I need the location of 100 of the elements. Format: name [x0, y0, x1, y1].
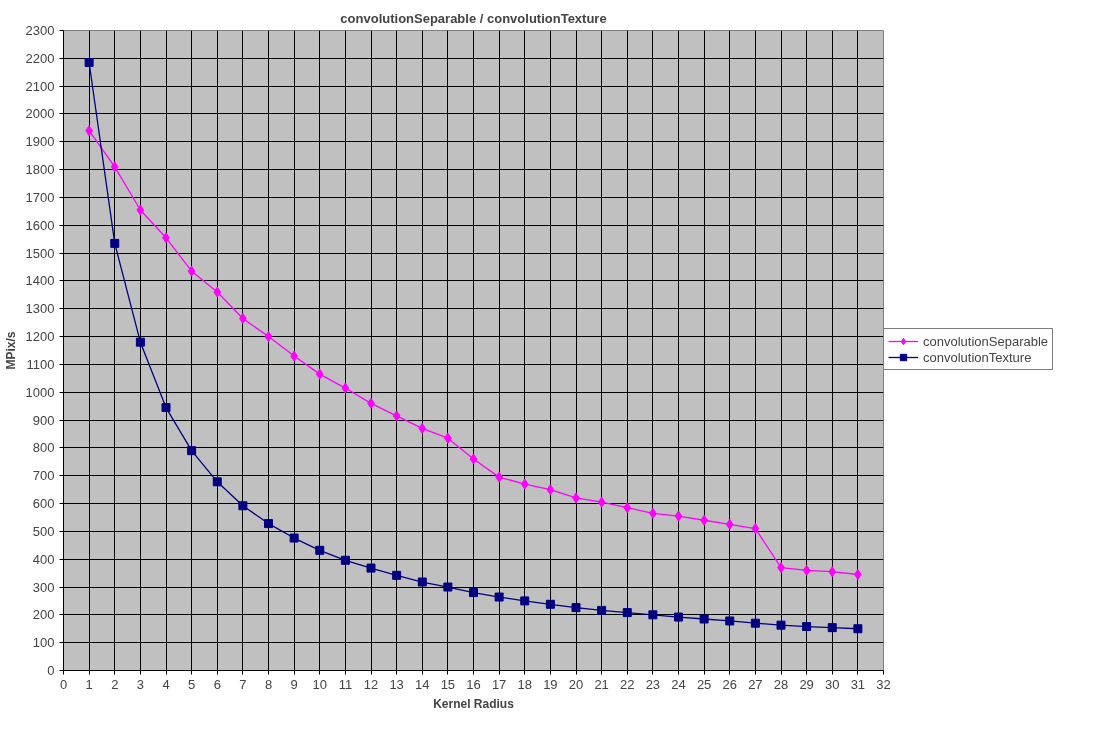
y-tick-label: 400 [32, 551, 55, 567]
x-tick-label: 31 [850, 676, 866, 692]
y-tick-label: 700 [32, 468, 55, 484]
y-tick-label: 1900 [25, 134, 55, 150]
point [751, 523, 760, 535]
x-axis-title: Kernel Radius [433, 696, 515, 711]
point [520, 478, 529, 490]
point [110, 161, 119, 173]
y-tick-label: 1200 [25, 329, 55, 345]
x-tick-label: 13 [389, 676, 404, 692]
x-tick-label: 9 [290, 676, 298, 692]
point [699, 614, 709, 624]
y-tick-label: 2100 [25, 78, 55, 94]
point [443, 582, 453, 592]
y-tick-label: 1700 [25, 189, 55, 205]
point [545, 599, 555, 609]
x-tick-label: 1 [85, 676, 93, 692]
point [418, 422, 427, 434]
point [827, 623, 837, 633]
point [597, 496, 606, 508]
point [187, 265, 196, 277]
point [469, 588, 478, 598]
point [571, 603, 581, 613]
point [264, 519, 273, 529]
y-tick-label: 1000 [25, 384, 55, 400]
y-tick-label: 600 [32, 496, 55, 512]
y-tick-label: 900 [32, 412, 55, 428]
x-tick-label: 12 [363, 676, 379, 692]
point [187, 446, 197, 456]
legend-label: convolutionTexture [923, 349, 1032, 365]
y-tick-label: 1400 [25, 273, 55, 289]
y-tick-label: 2200 [25, 50, 55, 66]
point [725, 616, 735, 626]
point [340, 555, 350, 565]
y-tick-label: 1500 [25, 245, 55, 261]
y-tick-label: 200 [32, 607, 55, 623]
x-tick-label: 19 [543, 676, 558, 692]
x-tick-label: 16 [466, 676, 481, 692]
point [392, 570, 402, 580]
x-tick-label: 20 [568, 676, 584, 692]
y-tick-label: 300 [32, 579, 55, 595]
point [289, 533, 299, 543]
x-tick-label: 29 [799, 676, 814, 692]
point [648, 610, 658, 620]
x-tick-label: 18 [517, 676, 532, 692]
x-tick-label: 4 [162, 676, 170, 692]
x-tick-label: 0 [59, 676, 68, 692]
point [341, 382, 350, 394]
y-tick-label: 0 [47, 663, 55, 678]
x-tick-label: 14 [415, 676, 430, 692]
y-tick-label: 100 [32, 635, 55, 651]
point [315, 545, 325, 555]
x-tick-label: 2 [111, 676, 119, 692]
y-tick-label: 1300 [25, 301, 55, 317]
point [161, 403, 171, 413]
point [135, 337, 145, 347]
point [802, 622, 812, 632]
point [520, 596, 530, 606]
point [776, 620, 786, 630]
x-tick-label: 8 [264, 676, 273, 692]
point [750, 618, 760, 628]
x-tick-label: 3 [136, 676, 144, 692]
point [392, 410, 401, 422]
point [110, 238, 120, 248]
point [84, 58, 94, 67]
point [802, 564, 811, 576]
point [623, 502, 632, 514]
point [725, 518, 734, 530]
point [469, 453, 478, 465]
point [674, 510, 683, 522]
point [854, 569, 862, 580]
x-tick-label: 17 [491, 676, 507, 692]
y-tick-label: 2300 [25, 23, 55, 38]
point [674, 612, 683, 622]
point [622, 608, 632, 618]
point [494, 592, 504, 602]
x-tick-label: 23 [645, 676, 661, 692]
y-axis-title: MPix/s [3, 331, 18, 370]
point [546, 484, 555, 496]
x-tick-label: 11 [338, 676, 353, 692]
y-tick-label: 2000 [25, 106, 55, 122]
point [136, 204, 145, 216]
point [597, 605, 607, 615]
y-tick-label: 1100 [26, 356, 55, 372]
y-tick-label: 1800 [25, 162, 55, 178]
chart-title: convolutionSeparable / convolutionTexture [340, 10, 607, 26]
x-tick-label: 5 [188, 676, 196, 692]
y-tick-label: 500 [32, 523, 55, 539]
x-tick-label: 30 [825, 676, 840, 692]
x-tick-label: 22 [620, 676, 635, 692]
x-tick-label: 21 [594, 676, 609, 692]
x-tick-label: 24 [671, 676, 686, 692]
y-tick-label: 800 [32, 440, 55, 456]
x-tick-label: 10 [312, 676, 327, 692]
x-tick-label: 26 [722, 676, 737, 692]
point [417, 577, 427, 587]
point [315, 368, 324, 380]
x-tick-label: 28 [773, 676, 789, 692]
point [238, 501, 248, 511]
point [212, 477, 222, 487]
